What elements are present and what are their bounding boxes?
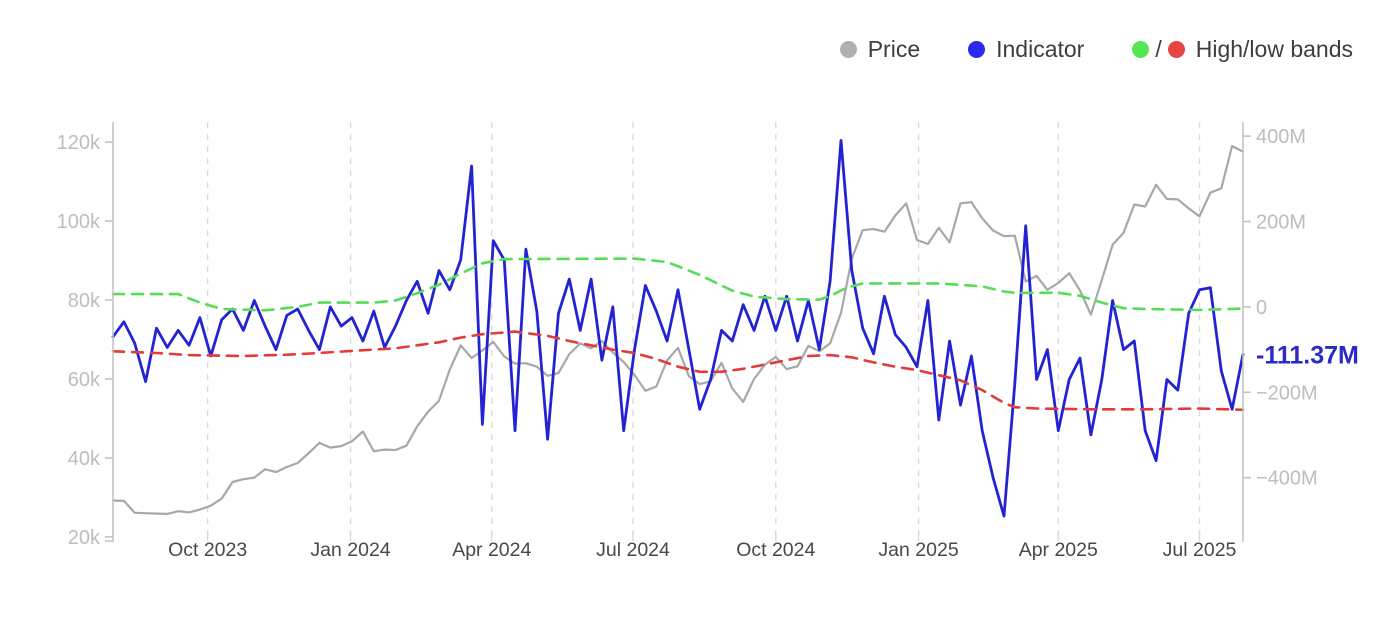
left-tick-label: 100k (57, 211, 101, 233)
x-tick-label: Jul 2025 (1163, 539, 1237, 561)
legend-label-price: Price (867, 36, 921, 62)
last-value-label: -111.37M (1256, 341, 1359, 369)
x-tick-label: Apr 2025 (1019, 539, 1098, 561)
x-tick-label: Oct 2023 (168, 539, 247, 561)
right-tick-label: 400M (1256, 126, 1306, 148)
price-dot-icon (839, 41, 857, 58)
legend-item-price[interactable]: Price (839, 36, 921, 63)
left-tick-label: 40k (68, 448, 101, 470)
high-band-dot-icon (1132, 41, 1150, 58)
right-tick-label: 200M (1256, 211, 1306, 233)
legend-slash: / (1155, 36, 1162, 62)
left-tick-label: 80k (68, 290, 101, 312)
x-tick-label: Jan 2024 (310, 539, 390, 561)
x-tick-label: Apr 2024 (452, 539, 531, 561)
indicator-line (111, 138, 1245, 518)
legend-label-indicator: Indicator (996, 36, 1085, 62)
low-band-dot-icon (1167, 41, 1185, 58)
x-tick-label: Oct 2024 (736, 539, 815, 561)
legend-item-bands[interactable]: / High/low bands (1132, 36, 1353, 63)
price-line (111, 145, 1245, 516)
low-band-line (111, 330, 1245, 412)
left-tick-label: 20k (68, 527, 101, 549)
legend-label-bands: High/low bands (1195, 36, 1353, 62)
left-tick-label: 120k (57, 132, 101, 154)
right-tick-label: −400M (1256, 468, 1318, 490)
x-tick-label: Jan 2025 (878, 539, 958, 561)
legend-item-indicator[interactable]: Indicator (968, 36, 1084, 63)
indicator-dot-icon (968, 41, 986, 58)
x-tick-label: Jul 2024 (596, 539, 670, 561)
right-tick-label: 0 (1256, 297, 1267, 319)
high-band-line (111, 257, 1245, 312)
left-tick-label: 60k (68, 369, 101, 391)
chart-legend: Price Indicator / High/low bands (839, 36, 1353, 63)
right-tick-label: −200M (1256, 382, 1318, 404)
